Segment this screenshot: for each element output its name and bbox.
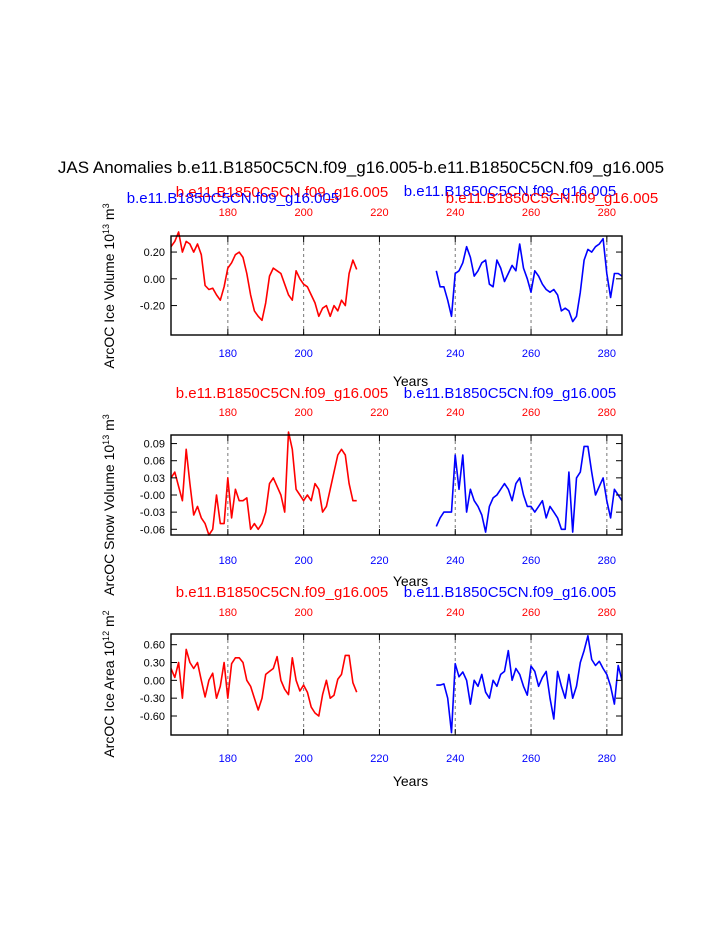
x-tick-label-bottom: 240 [446,753,464,765]
y-tick-label: 0.20 [144,247,165,259]
y-axis-label-part: m [101,615,117,631]
x-tick-label-top: 260 [522,607,540,619]
x-tick-label-bottom: 260 [522,555,540,567]
series-line-case2 [435,237,623,323]
y-axis-label-exponent: 3 [101,414,111,419]
figure-title: JAS Anomalies b.e11.B1850C5CN.f09_g16.00… [58,158,664,177]
plot-frame [170,434,623,536]
y-axis-label-exponent: 12 [101,631,111,641]
y-tick-label: 0.03 [144,473,165,485]
x-tick-label-top: 220 [370,207,388,219]
series-line-case2 [436,634,623,734]
x-tick-label-bottom: 280 [598,555,616,567]
y-axis-label-exponent: 13 [101,435,111,445]
y-axis-label-part: ArcOC Ice Area 10 [101,641,117,758]
plot-frame [170,235,623,336]
case2-name: b.e11.B1850C5CN.f09_g16.005 [404,584,616,601]
case2-name: b.e11.B1850C5CN.f09_g16.005 [404,183,616,200]
x-tick-label-top: 200 [294,607,312,619]
y-tick-label: -0.60 [140,711,165,723]
y-axis-label-exponent: 2 [101,610,111,615]
series-line-case1 [170,648,358,717]
x-tick-label-top: 240 [446,407,464,419]
x-tick-label-top: 240 [446,607,464,619]
y-axis-label-part: m [101,419,117,435]
x-tick-label-top: 260 [522,407,540,419]
x-axis-label: Years [393,573,428,589]
x-tick-label-top: 240 [446,207,464,219]
x-tick-label-top: 280 [598,407,616,419]
chart-panel-ice-area: -0.60 -0.30 0.00 0.30 0.60 180 200 240 260 280 180… [101,584,623,789]
y-axis-label-part: ArcOC Ice Volume 10 [101,234,117,369]
case1-name-overlap: b.e11.B1850C5CN.f09_g16.005 [446,190,658,207]
y-tick-label: 0.06 [144,456,165,468]
x-tick-label-bottom: 260 [522,348,540,360]
x-tick-label-bottom: 220 [370,753,388,765]
x-axis-label: Years [393,773,428,789]
case2-name-overlap: b.e11.B1850C5CN.f09_g16.005 [127,190,339,207]
x-tick-label-bottom: 240 [446,348,464,360]
series-line-case1 [170,231,358,322]
x-tick-label-bottom: 180 [219,753,237,765]
x-tick-label-top: 220 [370,407,388,419]
y-tick-label: -0.06 [140,524,165,536]
y-tick-label: -0.03 [140,507,165,519]
x-tick-label-bottom: 260 [522,753,540,765]
y-tick-label: -0.20 [140,301,165,313]
y-tick-label: 0.60 [144,640,165,652]
x-tick-label-bottom: 200 [294,753,312,765]
x-tick-label-top: 260 [522,207,540,219]
x-tick-label-top: 280 [598,607,616,619]
case1-name: b.e11.B1850C5CN.f09_g16.005 [176,385,388,402]
chart-panel-ice-volume: -0.20 0.00 0.20 180 200 220 240 260 280 180 200 240… [101,183,658,389]
x-tick-label-top: 280 [598,207,616,219]
x-tick-label-top: 200 [294,407,312,419]
case1-name: b.e11.B1850C5CN.f09_g16.005 [176,184,388,201]
y-tick-label: 0.30 [144,658,165,670]
y-axis-label-part: m [101,208,117,224]
y-axis-label-part: ArcOC Snow Volume 10 [101,445,117,596]
x-tick-label-bottom: 180 [219,555,237,567]
x-tick-label-top: 180 [219,607,237,619]
y-tick-label: 0.00 [144,274,165,286]
plot-frame [170,633,623,736]
x-tick-label-top: 200 [294,207,312,219]
x-tick-label-bottom: 280 [598,348,616,360]
y-axis-label-exponent: 3 [101,203,111,208]
x-tick-label-bottom: 240 [446,555,464,567]
series-line-case2 [435,445,623,533]
series-line-case1 [170,431,357,536]
x-tick-label-bottom: 200 [294,555,312,567]
x-tick-label-bottom: 200 [294,348,312,360]
x-tick-label-top: 180 [219,207,237,219]
y-tick-label: -0.00 [140,490,165,502]
x-tick-label-bottom: 180 [219,348,237,360]
y-tick-label: 0.00 [144,675,165,687]
y-axis-label: ArcOC Snow Volume 1013 m3 [101,414,117,596]
x-tick-label-bottom: 280 [598,753,616,765]
y-tick-label: -0.30 [140,693,165,705]
y-axis-label: ArcOC Ice Area 1012 m2 [101,610,117,757]
case1-name: b.e11.B1850C5CN.f09_g16.005 [176,584,388,601]
chart-panel-snow-volume: -0.06 -0.03 -0.00 0.03 0.06 0.09 180 200 220 240 2… [101,385,623,596]
y-tick-label: 0.09 [144,439,165,451]
y-axis-label-exponent: 13 [101,224,111,234]
y-axis-label: ArcOC Ice Volume 1013 m3 [101,203,117,368]
case2-name: b.e11.B1850C5CN.f09_g16.005 [404,385,616,402]
x-axis-label: Years [393,373,428,389]
x-tick-label-top: 180 [219,407,237,419]
x-tick-label-bottom: 220 [370,555,388,567]
